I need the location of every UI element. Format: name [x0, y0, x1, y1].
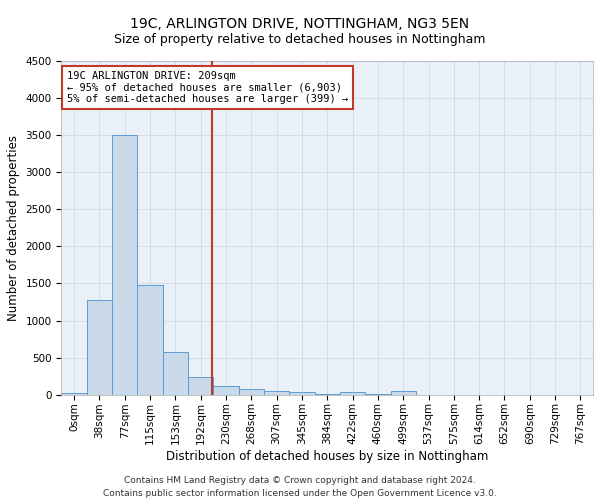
Text: Contains HM Land Registry data © Crown copyright and database right 2024.
Contai: Contains HM Land Registry data © Crown c… [103, 476, 497, 498]
Bar [264, 390, 289, 394]
X-axis label: Distribution of detached houses by size in Nottingham: Distribution of detached houses by size … [166, 450, 488, 463]
Bar [61, 392, 87, 394]
Text: 19C, ARLINGTON DRIVE, NOTTINGHAM, NG3 5EN: 19C, ARLINGTON DRIVE, NOTTINGHAM, NG3 5E… [130, 18, 470, 32]
Y-axis label: Number of detached properties: Number of detached properties [7, 135, 20, 321]
Bar [87, 300, 112, 394]
Bar [112, 135, 137, 394]
Bar [239, 389, 264, 394]
Bar [289, 392, 314, 394]
Text: 19C ARLINGTON DRIVE: 209sqm
← 95% of detached houses are smaller (6,903)
5% of s: 19C ARLINGTON DRIVE: 209sqm ← 95% of det… [67, 71, 348, 104]
Bar [188, 377, 214, 394]
Text: Size of property relative to detached houses in Nottingham: Size of property relative to detached ho… [114, 32, 486, 46]
Bar [137, 285, 163, 395]
Bar [391, 391, 416, 394]
Bar [163, 352, 188, 395]
Bar [340, 392, 365, 394]
Bar [214, 386, 239, 394]
